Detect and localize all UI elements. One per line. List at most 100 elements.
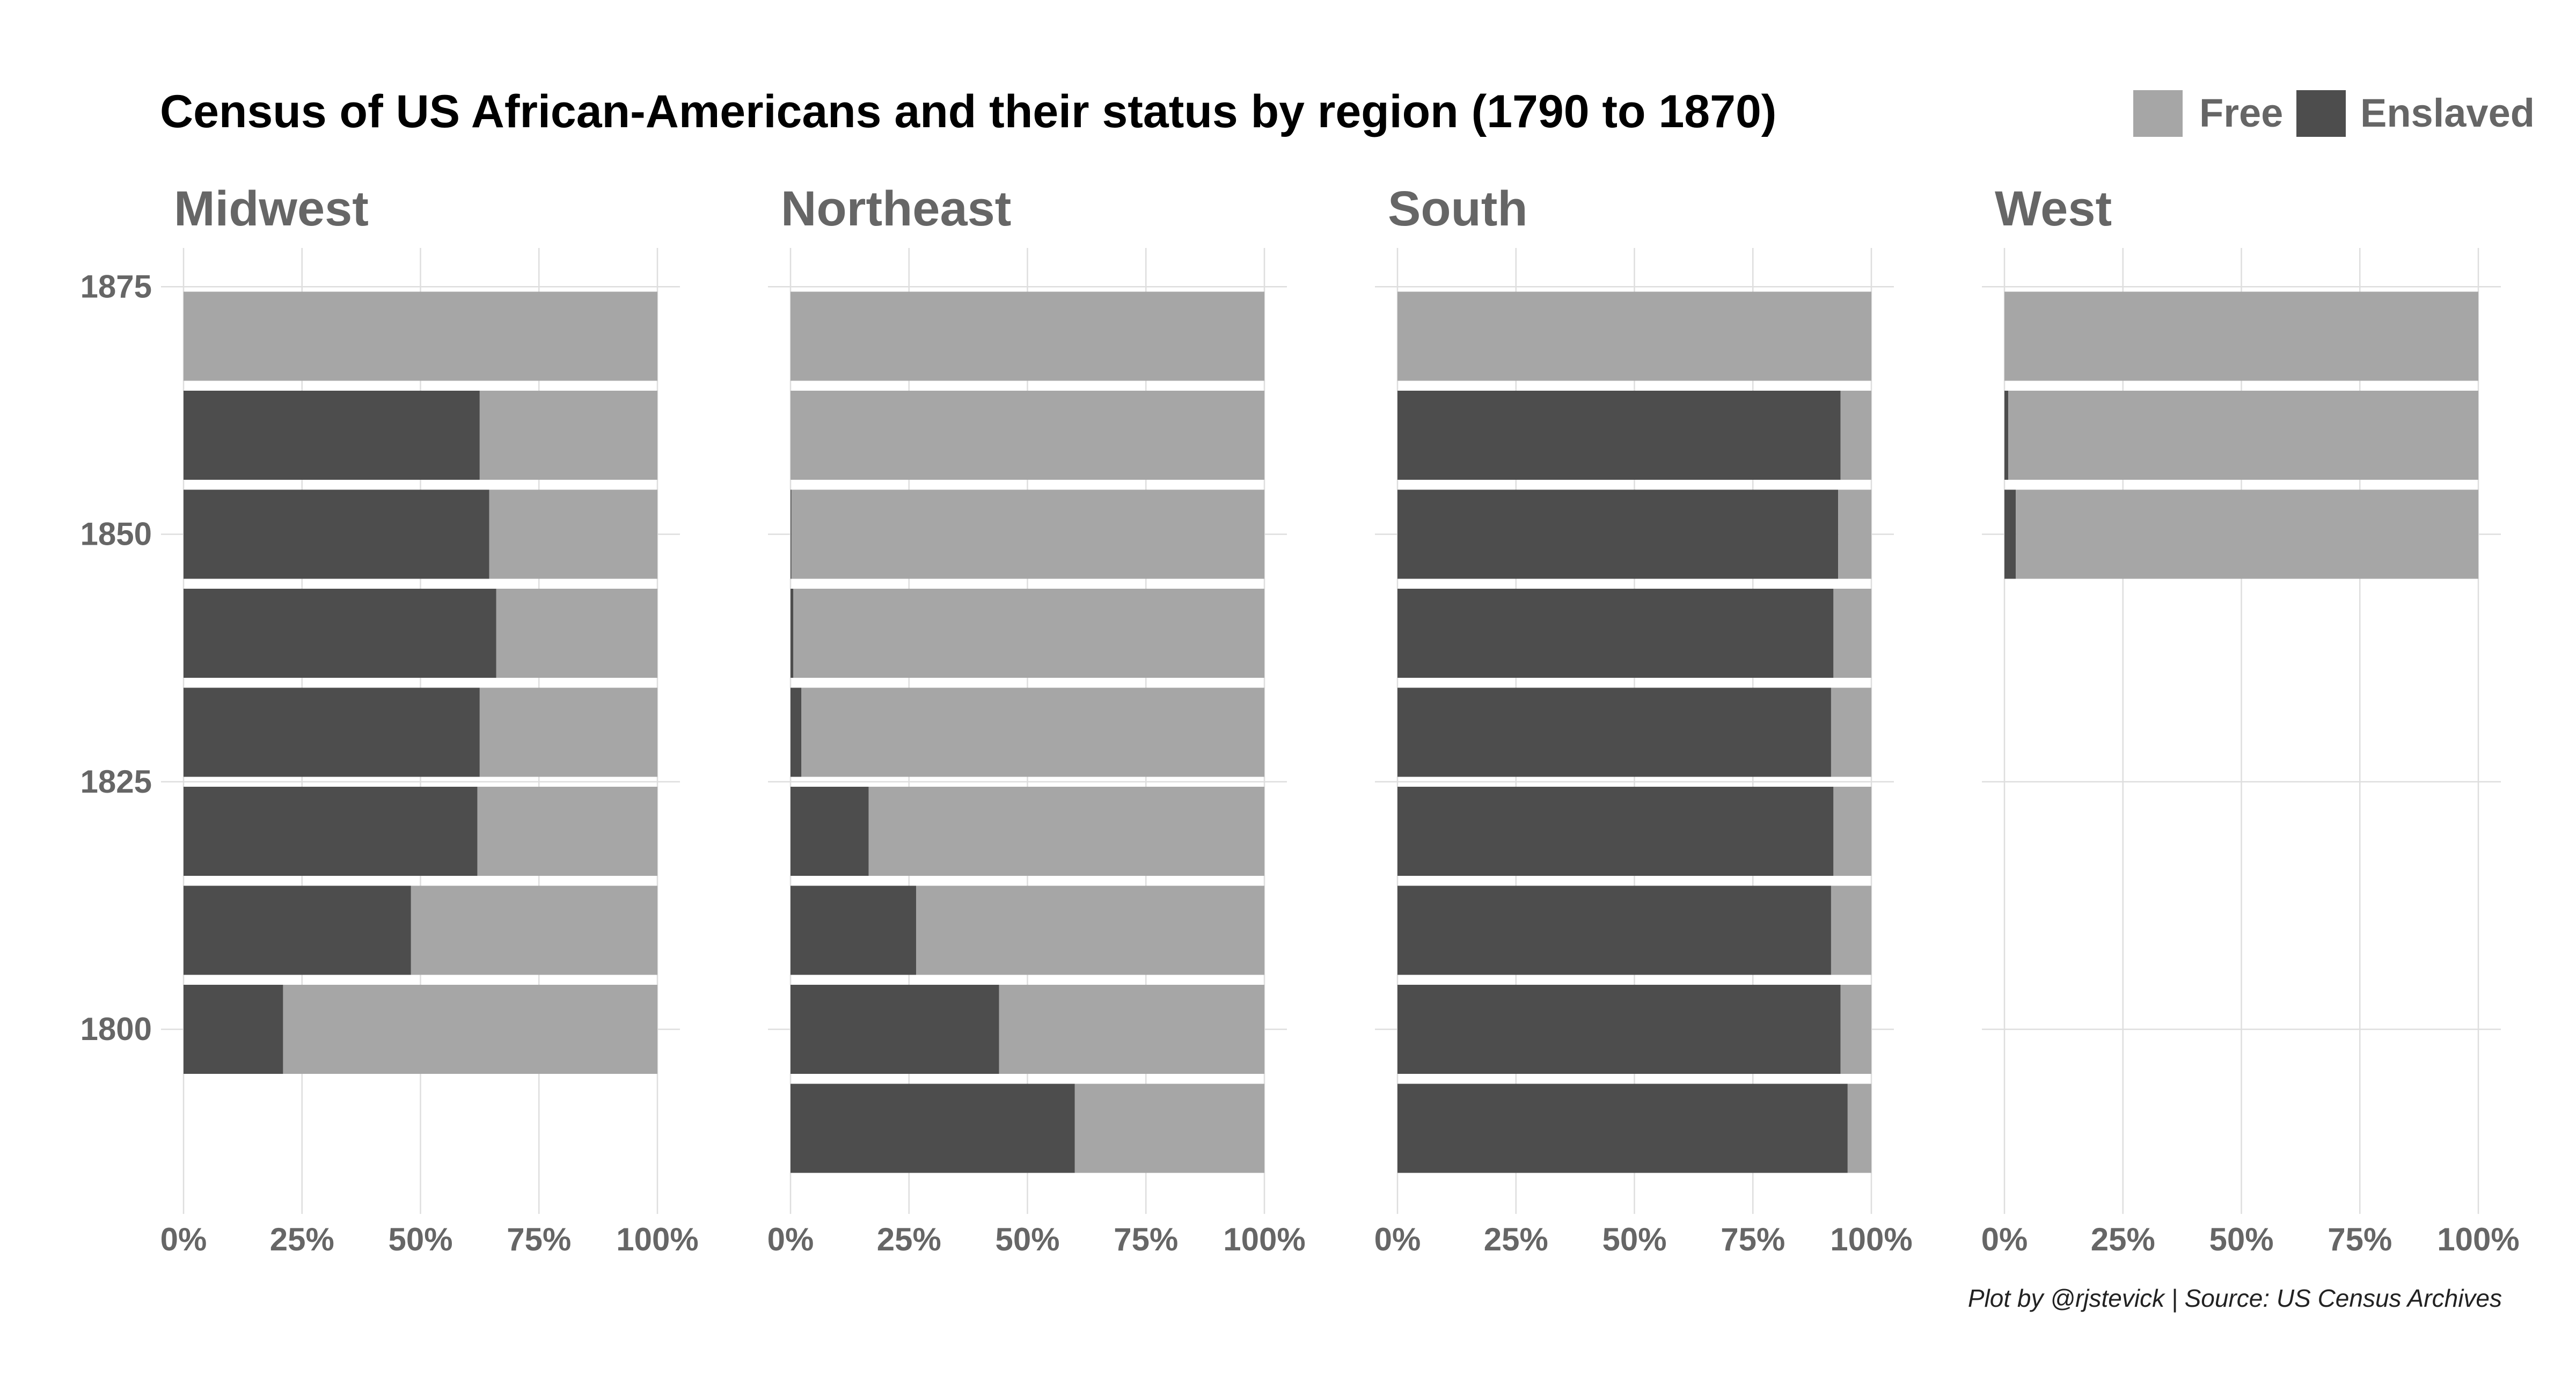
bar-segment-enslaved-midwest-1820 xyxy=(184,787,478,876)
facet-panel-west: West 0% 25% 50% 75% 100% xyxy=(1981,181,2520,1257)
x-tick-label-south-3: 75% xyxy=(1721,1221,1785,1257)
x-tick-label-west-0: 0% xyxy=(1981,1221,2028,1257)
bar-midwest-1800 xyxy=(184,985,657,1074)
facet-label-midwest: Midwest xyxy=(174,181,369,236)
chart-caption: Plot by @rjstevick | Source: US Census A… xyxy=(1968,1284,2502,1312)
x-tick-label-west-3: 75% xyxy=(2328,1221,2392,1257)
x-tick-label-south-0: 0% xyxy=(1374,1221,1421,1257)
x-tick-label-west-4: 100% xyxy=(2437,1221,2519,1257)
bar-segment-enslaved-northeast-1850 xyxy=(791,489,792,579)
bar-segment-enslaved-midwest-1810 xyxy=(184,885,411,975)
bar-segment-enslaved-northeast-1800 xyxy=(791,985,999,1074)
facet-label-northeast: Northeast xyxy=(781,181,1011,236)
bar-northeast-1810 xyxy=(791,885,1264,975)
bar-south-1860 xyxy=(1397,391,1871,480)
x-tick-label-south-1: 25% xyxy=(1484,1221,1548,1257)
facet-label-south: South xyxy=(1388,181,1528,236)
x-tick-label-south-2: 50% xyxy=(1602,1221,1666,1257)
bar-segment-enslaved-northeast-1790 xyxy=(791,1084,1075,1173)
bar-south-1830 xyxy=(1397,687,1871,777)
y-tick-label-1850: 1850 xyxy=(80,516,152,552)
bar-south-1800 xyxy=(1397,985,1871,1074)
bar-segment-enslaved-northeast-1820 xyxy=(791,787,869,876)
bar-northeast-1820 xyxy=(791,787,1264,876)
bar-segment-free-northeast-1850 xyxy=(791,489,1264,579)
bar-northeast-1840 xyxy=(791,589,1264,678)
bar-segment-enslaved-midwest-1800 xyxy=(184,985,283,1074)
bar-segment-free-northeast-1790 xyxy=(1074,1084,1264,1173)
x-tick-label-midwest-1: 25% xyxy=(270,1221,334,1257)
bar-south-1840 xyxy=(1397,589,1871,678)
bar-segment-enslaved-west-1850 xyxy=(2004,489,2016,579)
legend: Free Enslaved xyxy=(2133,90,2535,137)
bar-west-1860 xyxy=(2004,391,2478,480)
x-tick-label-midwest-2: 50% xyxy=(388,1221,452,1257)
x-tick-label-northeast-1: 25% xyxy=(877,1221,941,1257)
bar-segment-free-midwest-1870 xyxy=(184,291,657,381)
bar-segment-enslaved-south-1810 xyxy=(1397,885,1831,975)
bar-segment-free-northeast-1840 xyxy=(793,589,1264,678)
bar-segment-enslaved-northeast-1830 xyxy=(791,687,802,777)
x-tick-label-west-1: 25% xyxy=(2091,1221,2155,1257)
bar-segment-free-northeast-1860 xyxy=(791,391,1264,480)
bar-segment-free-midwest-1820 xyxy=(477,787,657,876)
bar-segment-free-midwest-1850 xyxy=(489,489,657,579)
bar-west-1850 xyxy=(2004,489,2478,579)
bar-segment-enslaved-south-1830 xyxy=(1397,687,1831,777)
bar-midwest-1840 xyxy=(184,589,657,678)
bar-segment-free-south-1790 xyxy=(1847,1084,1871,1173)
x-tick-label-south-4: 100% xyxy=(1830,1221,1912,1257)
bar-segment-free-south-1830 xyxy=(1831,687,1871,777)
x-tick-label-northeast-2: 50% xyxy=(995,1221,1059,1257)
x-tick-label-northeast-3: 75% xyxy=(1114,1221,1178,1257)
chart-title: Census of US African-Americans and their… xyxy=(160,86,1776,137)
bar-midwest-1830 xyxy=(184,687,657,777)
bar-segment-free-northeast-1870 xyxy=(791,291,1264,381)
legend-swatch-enslaved xyxy=(2296,90,2346,137)
facet-label-west: West xyxy=(1995,181,2112,236)
legend-label-enslaved: Enslaved xyxy=(2360,91,2535,135)
bar-midwest-1870 xyxy=(184,291,657,381)
bar-segment-enslaved-south-1820 xyxy=(1397,787,1834,876)
bar-segment-enslaved-midwest-1840 xyxy=(184,589,496,678)
bar-segment-free-midwest-1810 xyxy=(411,885,657,975)
bar-segment-enslaved-midwest-1830 xyxy=(184,687,480,777)
bar-midwest-1850 xyxy=(184,489,657,579)
x-tick-label-northeast-4: 100% xyxy=(1223,1221,1305,1257)
y-tick-label-1800: 1800 xyxy=(80,1011,152,1047)
bar-segment-enslaved-midwest-1860 xyxy=(184,391,480,480)
bar-segment-free-midwest-1800 xyxy=(283,985,657,1074)
x-tick-label-northeast-0: 0% xyxy=(767,1221,814,1257)
bar-segment-free-south-1800 xyxy=(1840,985,1871,1074)
bar-northeast-1790 xyxy=(791,1084,1264,1173)
bar-segment-enslaved-south-1860 xyxy=(1397,391,1841,480)
facet-panel-south: South 0% 25% 50% 75% 100% xyxy=(1374,181,1913,1257)
bar-northeast-1870 xyxy=(791,291,1264,381)
bar-south-1820 xyxy=(1397,787,1871,876)
bar-south-1850 xyxy=(1397,489,1871,579)
bar-west-1870 xyxy=(2004,291,2478,381)
x-tick-label-midwest-4: 100% xyxy=(616,1221,698,1257)
bar-segment-free-west-1860 xyxy=(2008,391,2478,480)
facet-panel-northeast: Northeast 0% 25% 50% 75% 100% xyxy=(767,181,1306,1257)
bar-segment-free-south-1870 xyxy=(1397,291,1871,381)
legend-swatch-free xyxy=(2133,90,2183,137)
bar-segment-free-south-1840 xyxy=(1833,589,1871,678)
x-tick-label-west-2: 50% xyxy=(2209,1221,2273,1257)
bar-segment-enslaved-south-1850 xyxy=(1397,489,1839,579)
bar-segment-free-west-1870 xyxy=(2004,291,2478,381)
y-tick-label-1825: 1825 xyxy=(80,764,152,800)
bar-segment-enslaved-northeast-1810 xyxy=(791,885,916,975)
bar-segment-enslaved-west-1860 xyxy=(2004,391,2009,480)
bar-segment-free-south-1850 xyxy=(1838,489,1871,579)
bar-segment-free-midwest-1830 xyxy=(479,687,657,777)
bar-segment-free-midwest-1860 xyxy=(479,391,657,480)
bar-segment-free-south-1820 xyxy=(1833,787,1871,876)
bar-south-1870 xyxy=(1397,291,1871,381)
bar-segment-free-northeast-1810 xyxy=(916,885,1264,975)
bar-segment-free-northeast-1820 xyxy=(868,787,1264,876)
y-tick-label-1875: 1875 xyxy=(80,268,152,304)
